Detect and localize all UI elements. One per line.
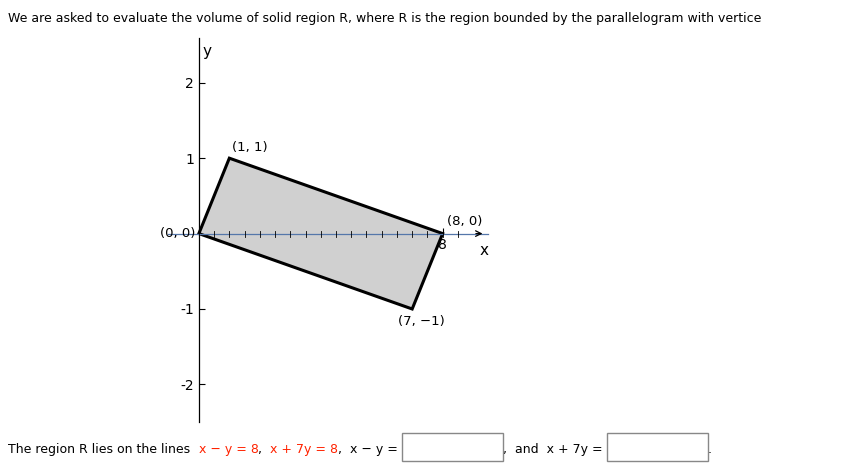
Text: x − y = 8: x − y = 8 — [199, 443, 258, 456]
Text: x + 7y = 8: x + 7y = 8 — [270, 443, 338, 456]
Text: (1, 1): (1, 1) — [232, 141, 268, 154]
Text: (0, 0): (0, 0) — [161, 227, 196, 240]
Polygon shape — [199, 158, 443, 309]
Text: The region R lies on the lines: The region R lies on the lines — [8, 443, 199, 456]
Text: x: x — [479, 243, 488, 258]
Text: ,  x − y =: , x − y = — [338, 443, 402, 456]
Text: ,: , — [258, 443, 270, 456]
Text: (7, −1): (7, −1) — [398, 315, 445, 328]
Text: ,  and  x + 7y =: , and x + 7y = — [504, 443, 607, 456]
Text: y: y — [203, 44, 211, 59]
Text: .: . — [708, 443, 712, 456]
Text: (8, 0): (8, 0) — [447, 215, 482, 228]
Text: We are asked to evaluate the volume of solid region R, where R is the region bou: We are asked to evaluate the volume of s… — [8, 12, 762, 25]
